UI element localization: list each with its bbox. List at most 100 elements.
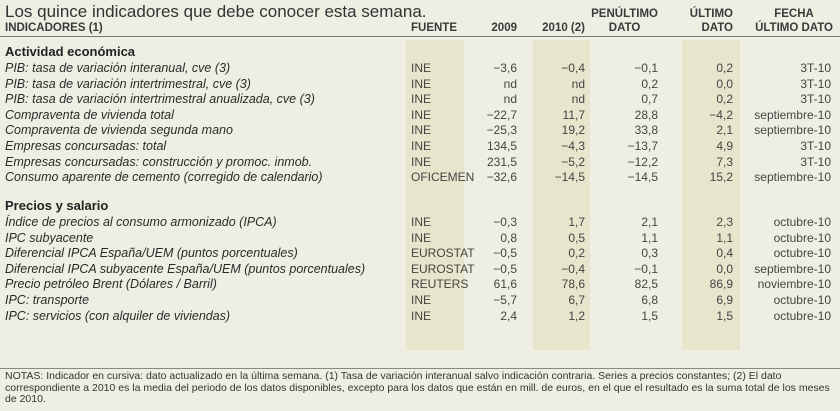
last-date: 3T-10 (800, 61, 831, 75)
source: REUTERS (411, 277, 469, 292)
penultimate-value: 0,3 (641, 246, 658, 261)
indicator-name: Compraventa de vivienda total (5, 107, 174, 122)
table-row: Consumo aparente de cemento (corregido d… (0, 169, 840, 185)
penultimate-value: −14,5 (627, 170, 658, 185)
penultimate-value: −0,1 (634, 61, 658, 75)
penultimate-value: 6,8 (641, 293, 658, 307)
last-value: 15,2 (709, 170, 733, 185)
last-value: 86,9 (709, 277, 733, 292)
value-2009: nd (503, 76, 517, 91)
page-title: Los quince indicadores que debe conocer … (5, 2, 427, 21)
source: INE (411, 107, 432, 122)
header-fecha: FECHA ÚLTIMO DATO (755, 7, 833, 35)
source: OFICEMEN (411, 170, 475, 185)
source: INE (411, 76, 432, 91)
last-value: 1,1 (716, 230, 733, 245)
table-row: PIB: tasa de variación interanual, cve (… (0, 60, 840, 76)
last-value: 2,3 (716, 215, 733, 229)
last-date: octubre-10 (773, 230, 831, 245)
value-2009: −5,7 (493, 293, 517, 307)
indicator-name: Empresas concursadas: total (5, 139, 167, 153)
source: INE (411, 154, 432, 169)
indicator-name: IPC: transporte (5, 293, 90, 307)
penultimate-value: −12,2 (627, 154, 658, 169)
header-penultimo-line1: PENÚLTIMO (591, 8, 658, 20)
header-divider (0, 36, 840, 37)
last-date: noviembre-10 (757, 277, 831, 292)
value-2009: 0,8 (500, 230, 517, 245)
source: INE (411, 308, 432, 323)
value-2010: 19,2 (561, 123, 585, 138)
penultimate-value: 0,7 (641, 92, 658, 107)
indicator-name: Diferencial IPCA España/UEM (puntos porc… (5, 246, 298, 261)
penultimate-value: −0,1 (634, 261, 658, 276)
table-row: Precio petróleo Brent (Dólares / Barril)… (0, 276, 840, 292)
source: INE (411, 92, 432, 107)
value-2010: nd (571, 76, 585, 91)
indicator-name: PIB: tasa de variación intertrimestral a… (5, 92, 315, 107)
penultimate-value: 2,1 (641, 215, 658, 229)
column-shade-ultimo (682, 40, 740, 350)
header-fecha-line2: ÚLTIMO DATO (755, 22, 833, 34)
value-2009: −0,3 (493, 215, 517, 229)
header-fecha-line1: FECHA (774, 8, 814, 20)
last-date: septiembre-10 (754, 123, 831, 138)
source: EUROSTAT (411, 246, 475, 261)
header-2010: 2010 (2) (542, 22, 585, 34)
header-fuente: FUENTE (411, 22, 457, 34)
value-2010: 1,7 (568, 215, 585, 229)
indicator-name: Empresas concursadas: construcción y pro… (5, 154, 313, 169)
last-date: 3T-10 (800, 92, 831, 107)
source: INE (411, 230, 432, 245)
value-2010: 6,7 (568, 293, 585, 307)
value-2010: nd (571, 92, 585, 107)
value-2010: −4,3 (561, 139, 585, 153)
section-heading: Actividad económica (5, 44, 136, 59)
value-2009: −22,7 (486, 107, 517, 122)
last-value: 0,2 (716, 61, 733, 75)
table-row: Compraventa de vivienda segunda mano INE −… (0, 122, 840, 138)
value-2010: 0,5 (568, 230, 585, 245)
penultimate-value: 0,2 (641, 76, 658, 91)
value-2010: 1,2 (568, 308, 585, 323)
last-value: 1,5 (716, 308, 733, 323)
indicator-name: PIB: tasa de variación intertrimestral, … (5, 76, 251, 91)
source: EUROSTAT (411, 261, 475, 276)
source: INE (411, 215, 432, 229)
column-shade-fuente (406, 40, 464, 350)
indicator-name: PIB: tasa de variación interanual, cve (… (5, 61, 231, 75)
source: INE (411, 139, 432, 153)
last-value: 4,9 (716, 139, 733, 153)
last-date: 3T-10 (800, 139, 831, 153)
penultimate-value: 28,8 (634, 107, 658, 122)
table-row: Diferencial IPCA España/UEM (puntos porc… (0, 245, 840, 261)
indicator-name: IPC: servicios (con alquiler de vivienda… (5, 308, 231, 323)
last-date: septiembre-10 (754, 170, 831, 185)
table-row: Empresas concursadas: total INE 134,5 −4,3 −… (0, 138, 840, 154)
table-row: Empresas concursadas: construcción y pro… (0, 154, 840, 170)
value-2009: −25,3 (486, 123, 517, 138)
value-2009: −0,5 (493, 246, 517, 261)
value-2010: 78,6 (561, 277, 585, 292)
indicator-name: Consumo aparente de cemento (corregido d… (5, 170, 323, 185)
value-2009: 134,5 (486, 139, 517, 153)
notes-divider (0, 368, 840, 369)
last-date: septiembre-10 (754, 107, 831, 122)
last-date: octubre-10 (773, 293, 831, 307)
value-2009: −32,6 (486, 170, 517, 185)
value-2009: 231,5 (486, 154, 517, 169)
value-2009: nd (503, 92, 517, 107)
last-date: septiembre-10 (754, 261, 831, 276)
indicator-name: Diferencial IPCA subyacente España/UEM (… (5, 261, 366, 276)
header-penultimo: PENÚLTIMO DATO (591, 7, 658, 35)
indicator-name: Índice de precios al consumo armonizado … (5, 215, 277, 229)
header-penultimo-line2: DATO (608, 22, 641, 34)
value-2010: −0,4 (561, 61, 585, 75)
header-ultimo-line2: DATO (701, 22, 733, 34)
table-row: Diferencial IPCA subyacente España/UEM (… (0, 261, 840, 277)
indicator-name: Precio petróleo Brent (Dólares / Barril) (5, 277, 217, 292)
section-heading: Precios y salario (5, 198, 109, 213)
value-2009: −0,5 (493, 261, 517, 276)
header-ultimo-line1: ÚLTIMO (689, 8, 733, 20)
indicator-name: Compraventa de vivienda segunda mano (5, 123, 233, 138)
